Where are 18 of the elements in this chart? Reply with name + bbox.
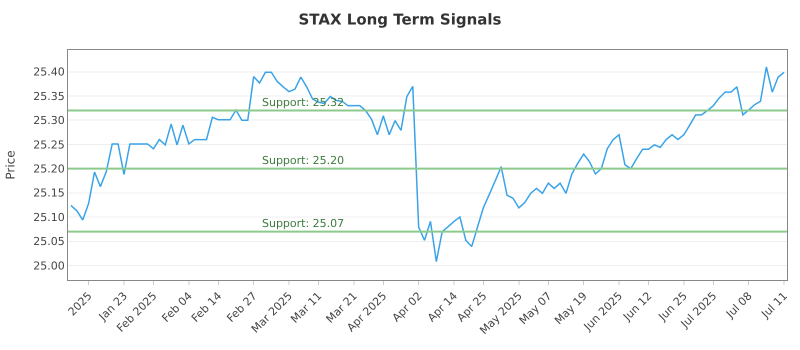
y-tick-label: 25.00 [33,259,65,272]
x-tick-label: Jul 11 [758,290,790,322]
x-tick-label: Jul 08 [723,290,755,322]
y-tick-label: 25.15 [33,186,65,200]
y-tick-label: 25.35 [33,90,65,103]
x-tick-label: Jun 12 [620,290,655,324]
x-tick-label: Apr 02 [390,290,425,325]
y-tick-label: 25.05 [33,235,65,248]
y-tick-label: 25.20 [33,162,65,176]
line-series [70,66,785,262]
y-tick-label: 25.10 [33,210,65,224]
ref-line-label: Support: 25.20 [262,154,344,167]
y-tick-label: 25.30 [33,114,65,128]
y-tick-label: 25.25 [33,138,65,152]
y-tick-label: 25.40 [33,66,65,79]
chart-title: STAX Long Term Signals [298,10,502,28]
y-axis-title: Price [4,150,18,180]
ref-line-label: Support: 25.07 [262,217,344,230]
